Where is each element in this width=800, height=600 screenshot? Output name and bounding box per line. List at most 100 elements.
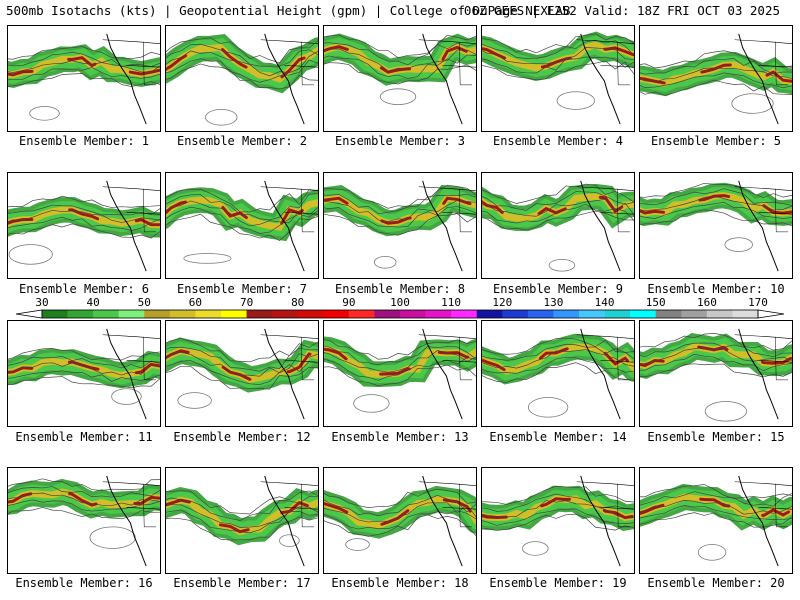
header-run-info: 06Z GEFS | F252 Valid: 18Z FRI OCT 03 20… xyxy=(463,3,780,18)
map-svg xyxy=(640,33,792,125)
map-svg xyxy=(482,31,634,125)
ensemble-member-label: Ensemble Member: 9 xyxy=(492,282,624,296)
map-svg xyxy=(324,180,476,272)
colorbar-swatch xyxy=(604,310,631,318)
ensemble-map-panel xyxy=(481,320,635,427)
colorbar-tick-label: 120 xyxy=(492,296,512,309)
ensemble-map-panel xyxy=(7,172,161,279)
ensemble-map-panel xyxy=(7,25,161,132)
colorbar-swatch xyxy=(246,310,273,318)
ensemble-map-panel xyxy=(639,467,793,574)
ensemble-map-panel xyxy=(165,172,319,279)
ensemble-member-label: Ensemble Member: 20 xyxy=(647,576,785,590)
map-svg xyxy=(482,475,634,567)
ensemble-member-label: Ensemble Member: 14 xyxy=(489,430,627,444)
colorbar-swatch xyxy=(400,310,426,318)
colorbar-swatch xyxy=(655,310,682,318)
colorbar-tick-label: 90 xyxy=(342,296,355,309)
map-svg xyxy=(166,475,318,567)
colorbar-tick-label: 170 xyxy=(748,296,768,309)
colorbar-swatch xyxy=(476,310,503,318)
ensemble-member-label: Ensemble Member: 6 xyxy=(18,282,150,296)
ensemble-member-label: Ensemble Member: 3 xyxy=(334,134,466,148)
colorbar-tick-label: 110 xyxy=(441,296,461,309)
colorbar-swatch xyxy=(732,310,759,318)
colorbar-tick-label: 150 xyxy=(646,296,666,309)
ensemble-map-panel xyxy=(7,467,161,574)
ensemble-member-label: Ensemble Member: 19 xyxy=(489,576,627,590)
map-svg xyxy=(324,475,476,567)
colorbar-left-arrow xyxy=(15,309,43,319)
ensemble-member-label: Ensemble Member: 15 xyxy=(647,430,785,444)
colorbar-swatch xyxy=(425,310,452,318)
colorbar-tick-label: 40 xyxy=(86,296,99,309)
colorbar-swatch xyxy=(144,310,171,318)
ensemble-map-panel xyxy=(7,320,161,427)
ensemble-member-label: Ensemble Member: 5 xyxy=(650,134,782,148)
ensemble-member-label: Ensemble Member: 4 xyxy=(492,134,624,148)
colorbar-outline xyxy=(41,309,759,319)
map-svg xyxy=(324,328,476,420)
colorbar-swatch xyxy=(195,310,222,318)
map-svg xyxy=(324,33,476,125)
colorbar-swatch xyxy=(297,310,324,318)
ensemble-member-label: Ensemble Member: 12 xyxy=(173,430,311,444)
colorbar-swatch xyxy=(579,310,605,318)
ensemble-map-panel xyxy=(323,320,477,427)
colorbar-swatch xyxy=(348,310,375,318)
colorbar-tick-label: 80 xyxy=(291,296,304,309)
colorbar-swatch xyxy=(706,310,733,318)
colorbar-swatch xyxy=(93,310,120,318)
ensemble-map-panel xyxy=(639,172,793,279)
ensemble-map-panel xyxy=(165,320,319,427)
ensemble-member-label: Ensemble Member: 1 xyxy=(18,134,150,148)
ensemble-member-label: Ensemble Member: 2 xyxy=(176,134,308,148)
ensemble-map-panel xyxy=(165,467,319,574)
colorbar-swatch xyxy=(169,310,196,318)
colorbar-tick-label: 30 xyxy=(35,296,48,309)
colorbar-swatch xyxy=(118,310,145,318)
colorbar-tick-label: 70 xyxy=(240,296,253,309)
ensemble-member-label: Ensemble Member: 7 xyxy=(176,282,308,296)
colorbar-tick-label: 50 xyxy=(138,296,151,309)
map-svg xyxy=(8,33,160,125)
map-svg xyxy=(166,33,318,126)
ensemble-member-label: Ensemble Member: 10 xyxy=(647,282,785,296)
colorbar-svg: 30 40 50 60 70 80 90 100 110 120 130 140 150 160 170 xyxy=(15,296,785,319)
colorbar-swatch xyxy=(502,310,529,318)
map-svg xyxy=(640,180,792,272)
colorbar-tick-label: 60 xyxy=(189,296,202,309)
ensemble-member-label: Ensemble Member: 13 xyxy=(331,430,469,444)
ensemble-map-panel xyxy=(481,172,635,279)
colorbar-swatch xyxy=(374,310,401,318)
colorbar-tick-label: 130 xyxy=(543,296,563,309)
colorbar-swatch xyxy=(42,310,68,318)
ensemble-map-panel xyxy=(323,172,477,279)
colorbar-swatch xyxy=(67,310,94,318)
ensemble-map-panel xyxy=(323,467,477,574)
map-svg xyxy=(8,328,160,420)
colorbar-right-arrow xyxy=(757,309,785,319)
ensemble-map-panel xyxy=(639,25,793,132)
ensemble-member-label: Ensemble Member: 17 xyxy=(173,576,311,590)
ensemble-map-panel xyxy=(165,25,319,132)
colorbar-swatch xyxy=(221,310,247,318)
colorbar-tick-label: 100 xyxy=(390,296,410,309)
colorbar-swatch xyxy=(630,310,657,318)
colorbar-swatch xyxy=(681,310,708,318)
colorbar-swatch xyxy=(323,310,350,318)
map-svg xyxy=(640,328,792,422)
colorbar-swatch xyxy=(553,310,580,318)
colorbar-swatch xyxy=(272,310,299,318)
map-svg xyxy=(8,475,160,567)
map-svg xyxy=(166,180,318,272)
map-svg xyxy=(640,475,792,567)
ensemble-map-panel xyxy=(639,320,793,427)
map-svg xyxy=(166,328,318,420)
map-svg xyxy=(482,328,634,420)
colorbar-tick-label: 160 xyxy=(697,296,717,309)
map-svg xyxy=(482,180,634,272)
header-title: 500mb Isotachs (kts) | Geopotential Heig… xyxy=(6,3,571,18)
isotach-colorbar: 30 40 50 60 70 80 90 100 110 120 130 140 150 160 170 xyxy=(10,295,790,321)
colorbar-tick-label: 140 xyxy=(595,296,615,309)
